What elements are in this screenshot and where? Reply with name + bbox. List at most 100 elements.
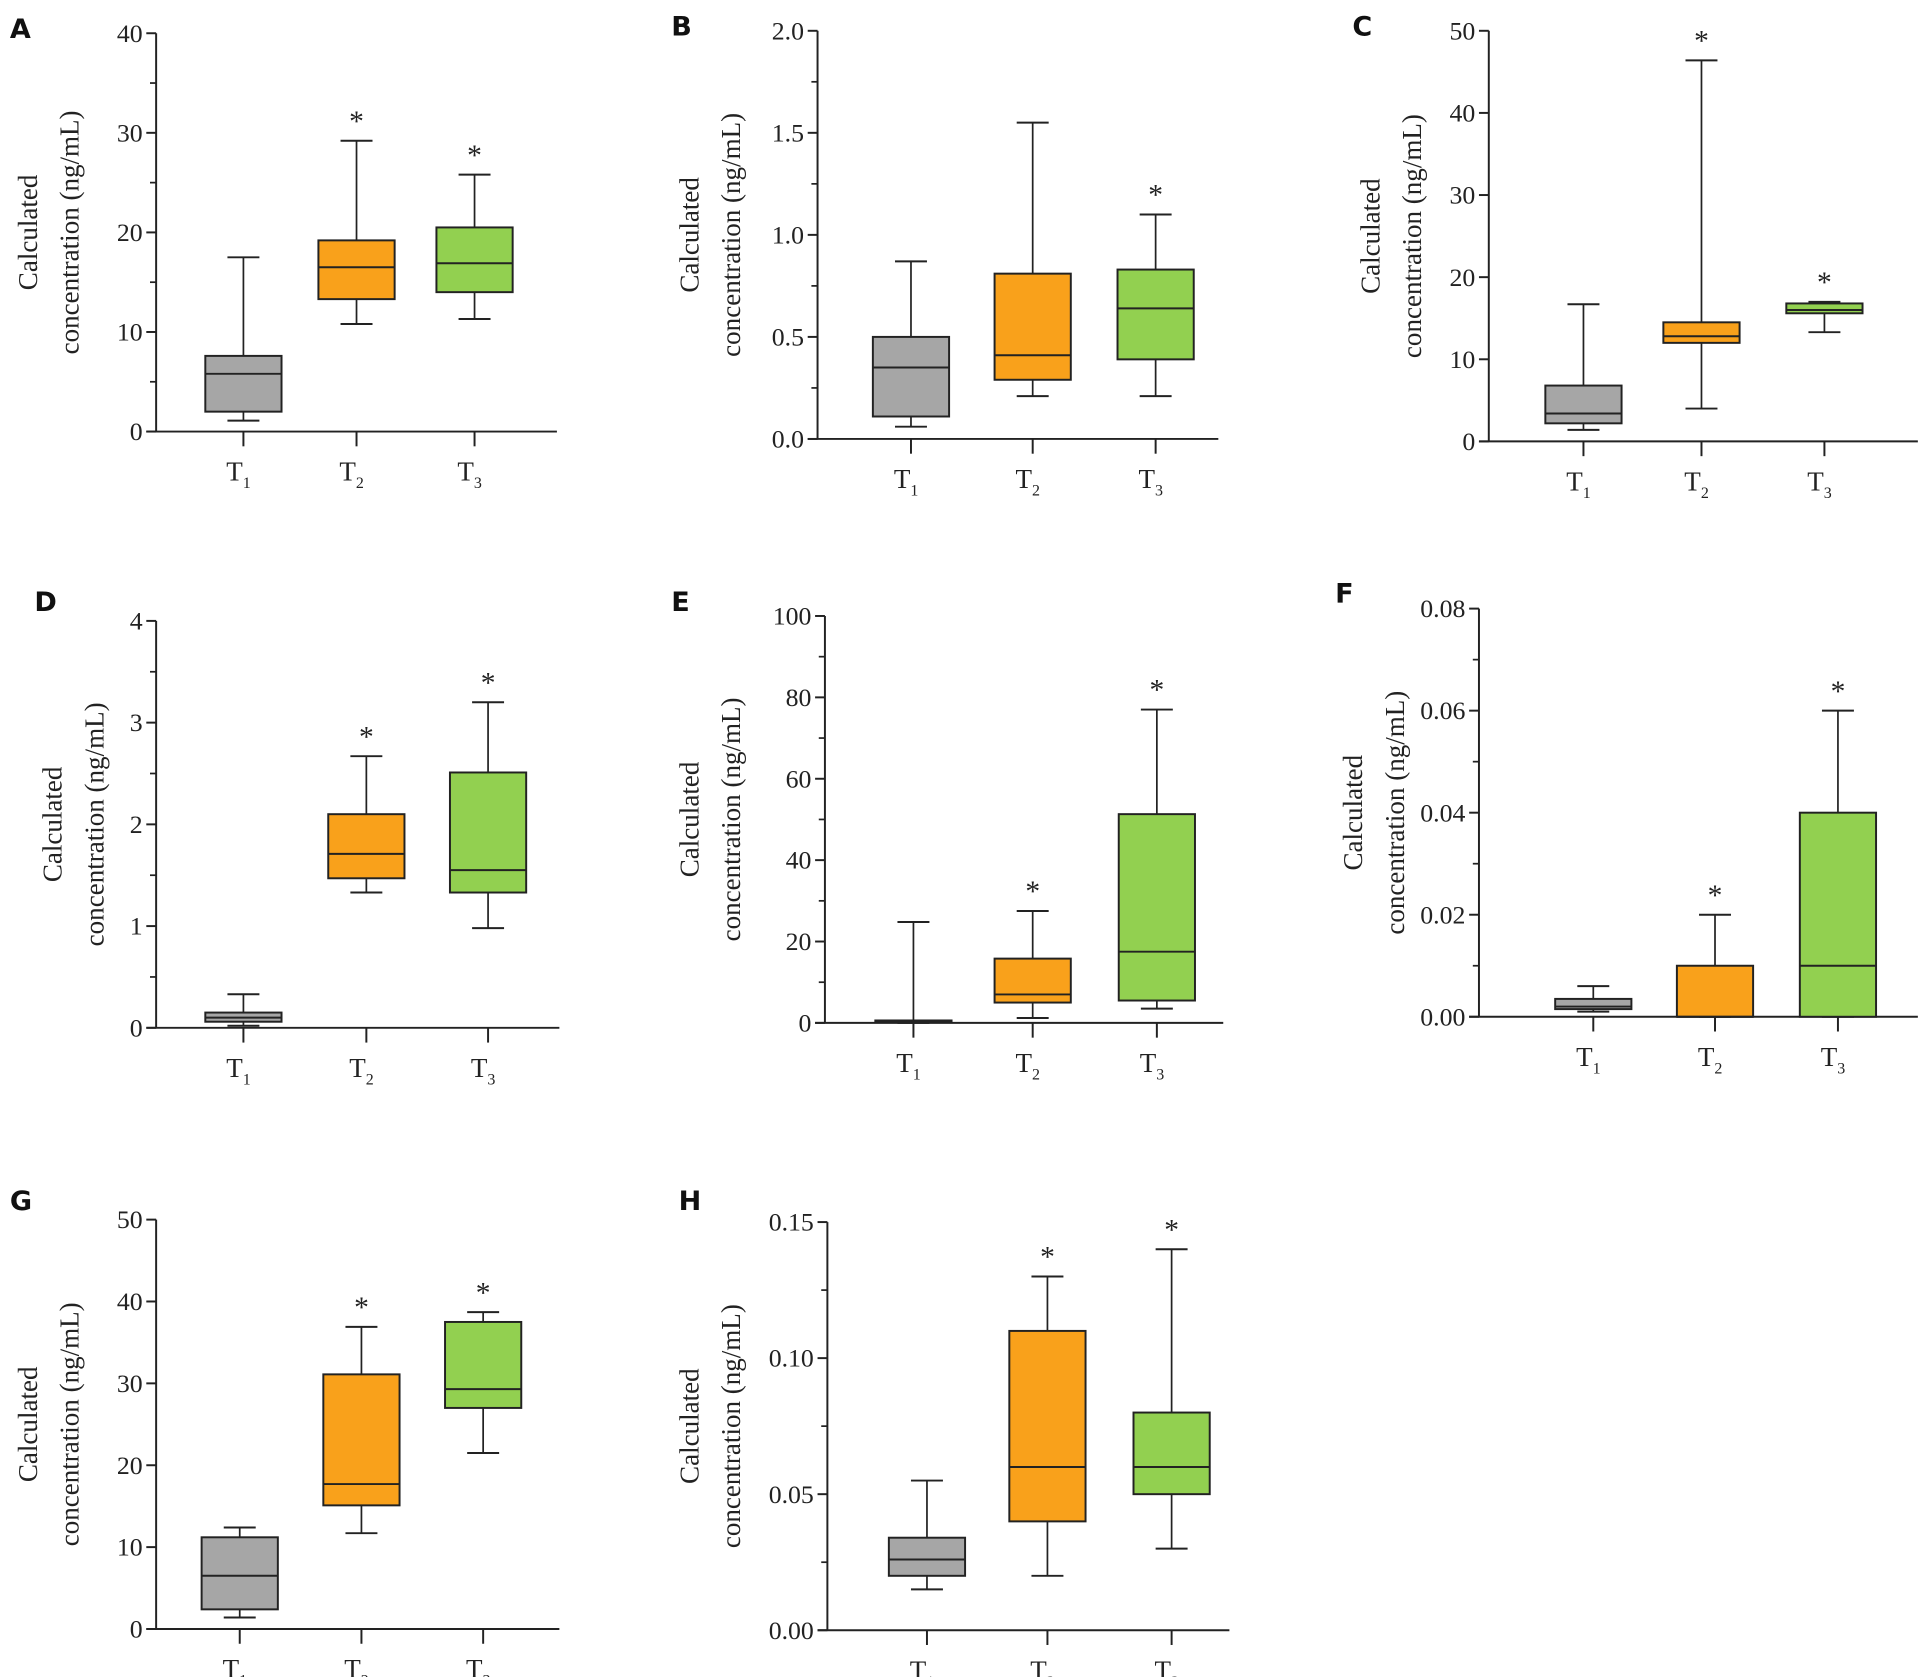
x-tick-label-subscript: 2 xyxy=(1032,482,1040,499)
x-tick-label-subscript: 3 xyxy=(1824,485,1832,502)
x-tick-label: T3 xyxy=(466,1654,491,1677)
x-tick-label-main: T xyxy=(344,1654,361,1677)
box-t1: T1 xyxy=(871,260,951,499)
x-tick-label: T2 xyxy=(344,1654,369,1677)
box-t2: * T2 xyxy=(327,721,406,1088)
y-tick-label: 20 xyxy=(1449,263,1475,292)
y-axis-label: Calculated concentration (ng/mL) xyxy=(13,1302,85,1546)
y-tick-label: 4 xyxy=(130,607,143,636)
x-tick-label: T2 xyxy=(349,1053,374,1088)
y-tick-label: 0.06 xyxy=(1420,696,1465,725)
box xyxy=(435,226,514,294)
box xyxy=(1785,302,1864,315)
panel-letter: B xyxy=(671,12,692,43)
x-tick-label-subscript: 3 xyxy=(1171,1674,1179,1677)
y-axis-label-line: Calculated xyxy=(674,761,704,877)
y-tick-label: 40 xyxy=(117,1287,143,1316)
y-tick-label: 0 xyxy=(130,417,143,446)
y-tick-label: 40 xyxy=(1449,99,1475,128)
box-t3: * T3 xyxy=(448,667,528,1088)
x-tick-label-main: T xyxy=(894,464,911,494)
x-tick-label-main: T xyxy=(339,457,356,487)
box-t3: * T3 xyxy=(1117,675,1196,1083)
box xyxy=(1662,321,1741,344)
significance-marker: * xyxy=(1694,26,1709,58)
significance-marker: * xyxy=(476,1277,491,1309)
x-tick-label-main: T xyxy=(896,1048,913,1078)
y-tick-label: 0.05 xyxy=(769,1480,814,1509)
box-t3: * T3 xyxy=(435,140,514,492)
significance-marker: * xyxy=(354,1292,369,1324)
x-tick-label-main: T xyxy=(1154,1655,1171,1677)
y-tick-label: 40 xyxy=(786,846,812,875)
x-tick-label-subscript: 3 xyxy=(474,475,482,492)
significance-marker: * xyxy=(1164,1214,1179,1246)
x-tick-label: T1 xyxy=(223,1654,248,1677)
x-tick-label-main: T xyxy=(1016,464,1033,494)
significance-marker: * xyxy=(349,106,364,138)
x-tick-label-subscript: 3 xyxy=(1155,482,1163,499)
x-tick-label-main: T xyxy=(226,457,243,487)
x-tick-label-subscript: 3 xyxy=(482,1673,490,1677)
x-tick-label: T3 xyxy=(471,1053,496,1088)
panel-h: H 0.00 0.05 0.10 0.15 Calculated concentration… xyxy=(674,1186,1230,1677)
box-t3: * T3 xyxy=(1798,676,1878,1077)
x-tick-label: T1 xyxy=(226,1053,251,1088)
significance-marker: * xyxy=(1025,876,1040,908)
box-t2: T2 xyxy=(993,121,1072,499)
y-tick-label: 30 xyxy=(117,1369,143,1398)
box xyxy=(204,354,283,413)
box-t2: * T2 xyxy=(317,106,396,492)
y-tick-label: 100 xyxy=(773,602,812,631)
box-t1: T1 xyxy=(204,256,283,492)
x-tick-label-subscript: 1 xyxy=(1593,1060,1601,1077)
box-t1: T1 xyxy=(1554,985,1633,1077)
significance-marker: * xyxy=(1148,180,1163,212)
significance-marker: * xyxy=(359,721,374,753)
x-tick-label-subscript: 1 xyxy=(926,1674,934,1677)
panel-letter: C xyxy=(1352,12,1372,43)
significance-marker: * xyxy=(1817,267,1832,299)
box-t1: T1 xyxy=(887,1479,967,1677)
y-axis-label: Calculated concentration (ng/mL) xyxy=(1338,691,1410,935)
panel-letter: G xyxy=(10,1186,32,1217)
y-tick-label: 0.04 xyxy=(1420,798,1465,827)
y-axis-label: Calculated concentration (ng/mL) xyxy=(674,113,746,357)
box-t2: * T2 xyxy=(1662,26,1741,502)
box xyxy=(448,771,528,894)
x-tick-label-main: T xyxy=(1138,464,1155,494)
y-axis-label-line: Calculated xyxy=(674,177,704,293)
y-tick-label: 30 xyxy=(1449,181,1475,210)
panel-letter: H xyxy=(679,1186,702,1217)
x-tick-label-main: T xyxy=(1016,1048,1033,1078)
x-tick-label-subscript: 1 xyxy=(243,475,251,492)
y-axis-label-line: concentration (ng/mL) xyxy=(716,113,746,357)
x-tick-label-subscript: 2 xyxy=(356,475,364,492)
y-axis-label: Calculated concentration (ng/mL) xyxy=(674,1304,746,1548)
y-tick-label: 1 xyxy=(130,912,143,941)
y-tick-label: 2.0 xyxy=(772,16,804,45)
box-t3: * T3 xyxy=(1132,1214,1211,1677)
y-tick-label: 2 xyxy=(130,810,143,839)
y-axis-label-line: concentration (ng/mL) xyxy=(55,1302,85,1546)
y-tick-label: 0.15 xyxy=(769,1208,814,1237)
panel-e: E 0 20 40 60 80 100 Calculated concentration (ng… xyxy=(671,587,1224,1083)
box-t1: T1 xyxy=(1544,303,1623,502)
x-tick-label-subscript: 2 xyxy=(1701,485,1709,502)
significance-marker: * xyxy=(1708,880,1723,912)
y-tick-label: 50 xyxy=(1449,16,1475,45)
x-tick-label-main: T xyxy=(1576,1042,1593,1072)
x-tick-label: T3 xyxy=(1140,1048,1165,1083)
y-tick-label: 20 xyxy=(786,927,812,956)
x-tick-label-main: T xyxy=(1030,1655,1047,1677)
x-tick-label: T2 xyxy=(1684,467,1709,502)
x-tick-label-main: T xyxy=(1566,467,1583,497)
y-axis-label: Calculated concentration (ng/mL) xyxy=(674,697,746,941)
y-axis-label-line: concentration (ng/mL) xyxy=(79,702,109,946)
y-tick-label: 0.00 xyxy=(1420,1002,1465,1031)
y-tick-label: 0.10 xyxy=(769,1344,814,1373)
y-tick-label: 1.5 xyxy=(772,118,804,147)
box xyxy=(1132,1411,1211,1496)
x-tick-label-main: T xyxy=(457,457,474,487)
